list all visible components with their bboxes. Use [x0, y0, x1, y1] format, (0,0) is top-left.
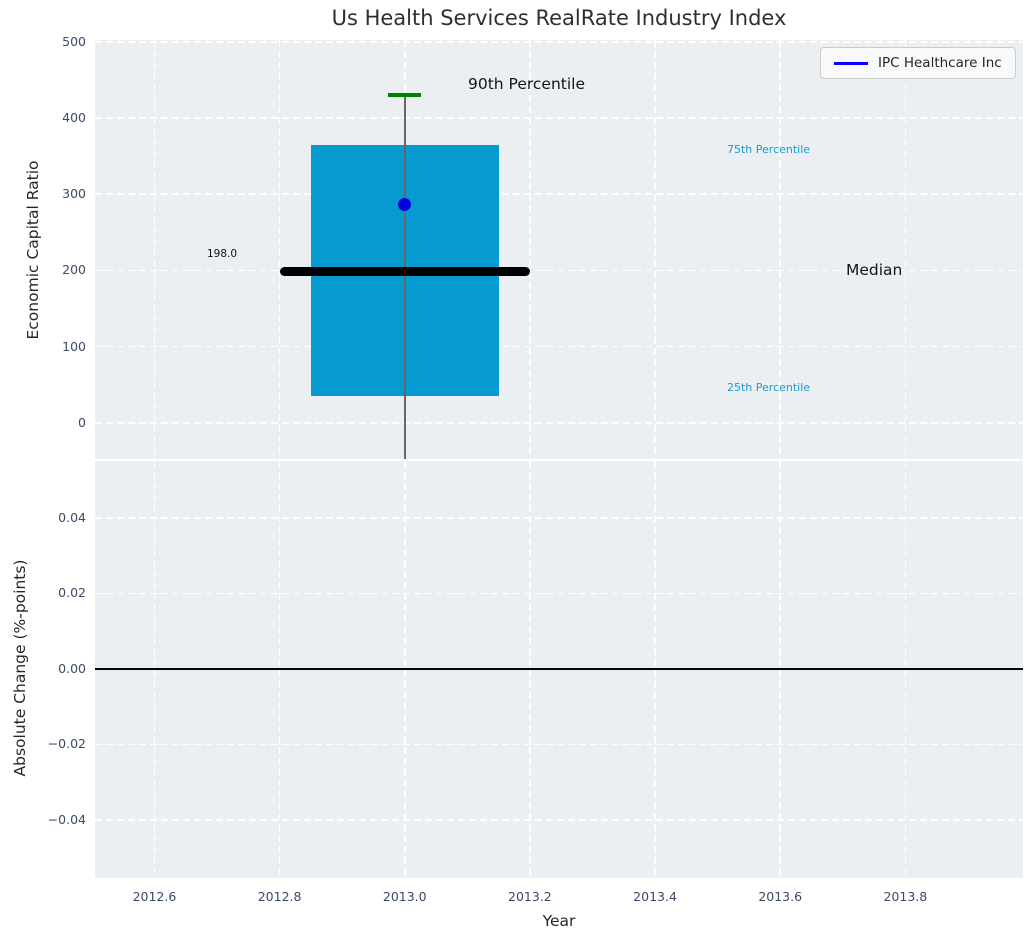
y-tick-label: −0.04 [47, 811, 86, 827]
gridline-horizontal [95, 592, 1023, 595]
x-tick-label: 2013.4 [633, 889, 677, 904]
gridline-vertical [153, 40, 156, 459]
gridline-vertical [278, 40, 281, 459]
y-tick-label: 0.04 [58, 509, 86, 525]
y-tick-label: 500 [62, 33, 86, 49]
x-tick-label: 2012.8 [257, 889, 302, 904]
gridline-vertical [529, 40, 531, 459]
zero-line [95, 668, 1023, 670]
x-tick-label: 2012.6 [132, 889, 177, 904]
annotation-75th-percentile: 75th Percentile [727, 143, 811, 156]
top-axes [95, 40, 1023, 459]
annotation-90th-percentile: 90th Percentile [468, 75, 586, 93]
legend: IPC Healthcare Inc [820, 47, 1016, 79]
gridline-horizontal [95, 819, 1023, 821]
gridline-horizontal [95, 117, 1023, 119]
legend-line-icon [834, 61, 868, 65]
chart-title: Us Health Services RealRate Industry Ind… [331, 6, 787, 30]
x-tick-label: 2013.8 [883, 889, 928, 904]
p90-cap [388, 93, 421, 97]
gridline-horizontal [95, 517, 1023, 519]
gridline-vertical [779, 40, 781, 459]
y-tick-label: 400 [62, 110, 86, 126]
x-axis-label: Year [542, 912, 576, 930]
gridline-horizontal [95, 193, 1023, 196]
gridline-vertical [654, 40, 656, 459]
annotation-median-value: 198.0 [207, 248, 238, 260]
gridline-horizontal [95, 269, 1023, 272]
x-tick-label: 2013.0 [382, 889, 427, 904]
annotation-25th-percentile: 25th Percentile [727, 381, 811, 394]
gridline-horizontal [95, 41, 1023, 43]
gridline-horizontal [95, 743, 1023, 746]
y-tick-label: 0.00 [58, 660, 86, 676]
x-tick-label: 2013.2 [508, 889, 552, 904]
y-tick-label: −0.02 [47, 736, 86, 752]
y-tick-label: 0 [78, 414, 86, 430]
median-line [279, 267, 530, 277]
gridline-horizontal [95, 345, 1023, 348]
whisker-line [404, 95, 406, 459]
y-tick-label: 200 [62, 262, 86, 278]
annotation-median: Median [846, 261, 903, 279]
x-tick-label: 2013.6 [758, 889, 803, 904]
y-tick-label: 100 [62, 338, 86, 354]
y-tick-label: 0.02 [58, 585, 86, 601]
company-point [398, 197, 412, 211]
gridline-horizontal [95, 422, 1023, 424]
legend-label: IPC Healthcare Inc [878, 55, 1002, 71]
gridline-vertical [904, 40, 907, 459]
y-tick-label: 300 [62, 186, 86, 202]
